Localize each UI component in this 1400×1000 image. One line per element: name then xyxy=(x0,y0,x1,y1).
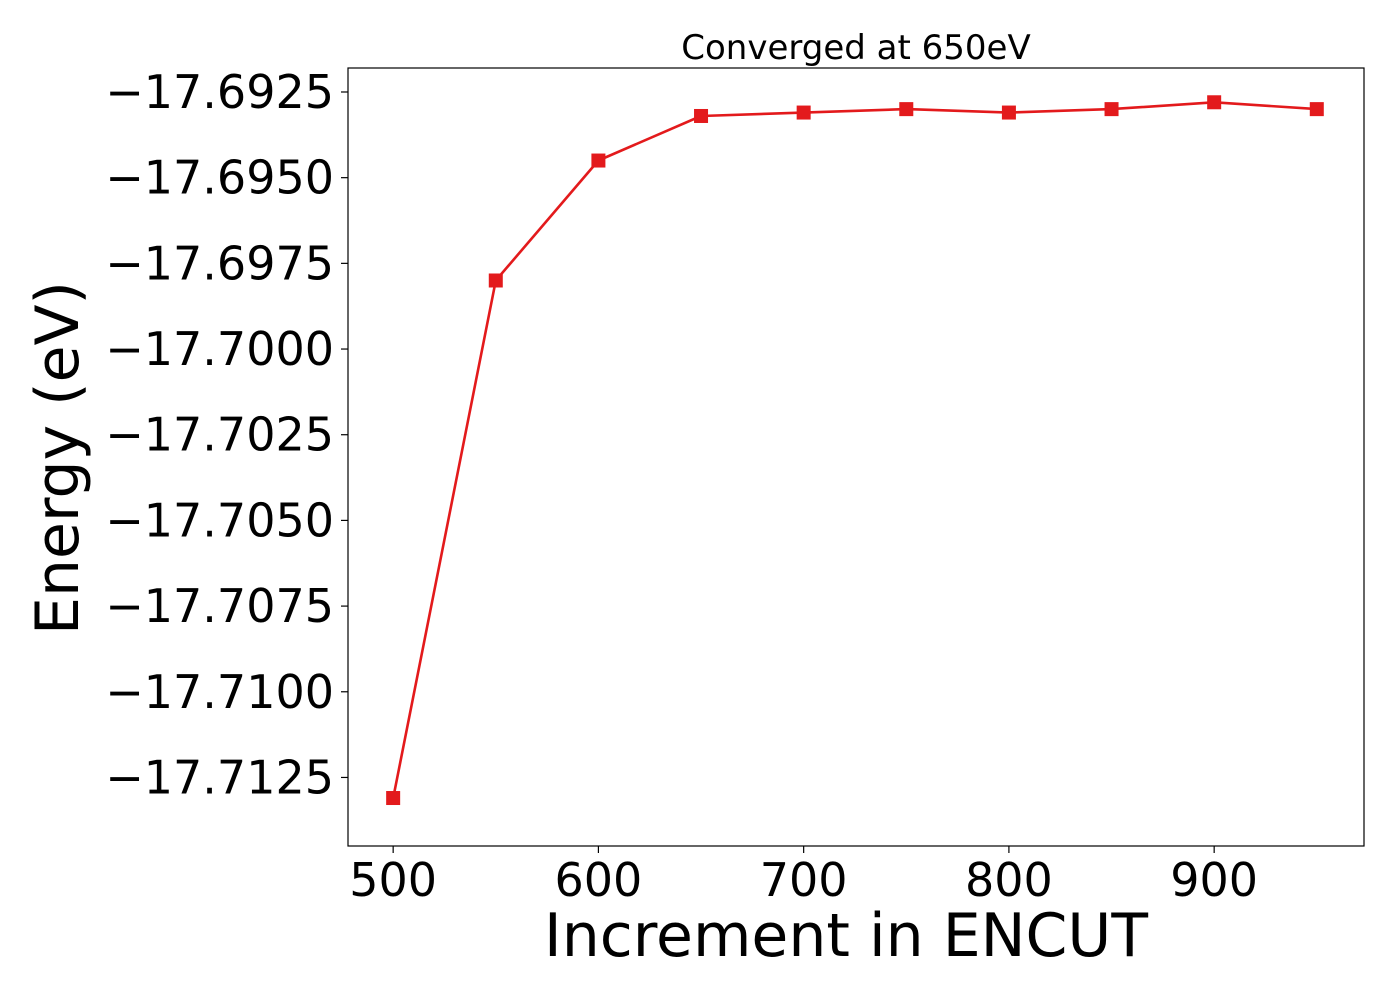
y-axis-label: Energy (eV) xyxy=(23,281,93,635)
data-point-marker xyxy=(488,273,503,288)
plot-area-frame xyxy=(347,67,1365,847)
y-tick-label: −17.7125 xyxy=(105,750,334,804)
y-tick-label: −17.7075 xyxy=(105,579,334,633)
x-tick-label: 800 xyxy=(965,853,1053,907)
data-point-marker xyxy=(386,791,401,806)
x-axis-label: Increment in ENCUT xyxy=(544,901,1148,971)
x-tick-label: 600 xyxy=(555,853,643,907)
x-axis-ticks: 500 600 700 800 900 xyxy=(349,846,1258,907)
series-layer xyxy=(386,95,1324,806)
y-tick-label: −17.6950 xyxy=(105,151,334,205)
y-tick-label: −17.7050 xyxy=(105,493,334,547)
y-axis-ticks: −17.6925 −17.6950 −17.6975 −17.7000 −17.7025… xyxy=(105,65,348,804)
x-tick-label: 700 xyxy=(760,853,848,907)
y-tick-label: −17.7000 xyxy=(105,322,334,376)
data-point-marker xyxy=(1001,105,1016,120)
x-tick-label: 500 xyxy=(349,853,437,907)
data-point-marker xyxy=(899,102,914,117)
data-point-marker xyxy=(591,153,606,168)
x-tick-label: 900 xyxy=(1170,853,1258,907)
data-point-marker xyxy=(1207,95,1222,110)
y-tick-label: −17.6925 xyxy=(105,65,334,119)
series-line xyxy=(391,101,1317,799)
data-point-marker xyxy=(796,105,811,120)
chart-title: Converged at 650eV xyxy=(681,28,1030,68)
y-tick-label: −17.7025 xyxy=(105,408,334,462)
y-tick-label: −17.7100 xyxy=(105,665,334,719)
data-point-marker xyxy=(694,108,709,123)
data-point-marker xyxy=(1104,102,1119,117)
y-tick-label: −17.6975 xyxy=(105,236,334,290)
data-point-marker xyxy=(1309,102,1324,117)
